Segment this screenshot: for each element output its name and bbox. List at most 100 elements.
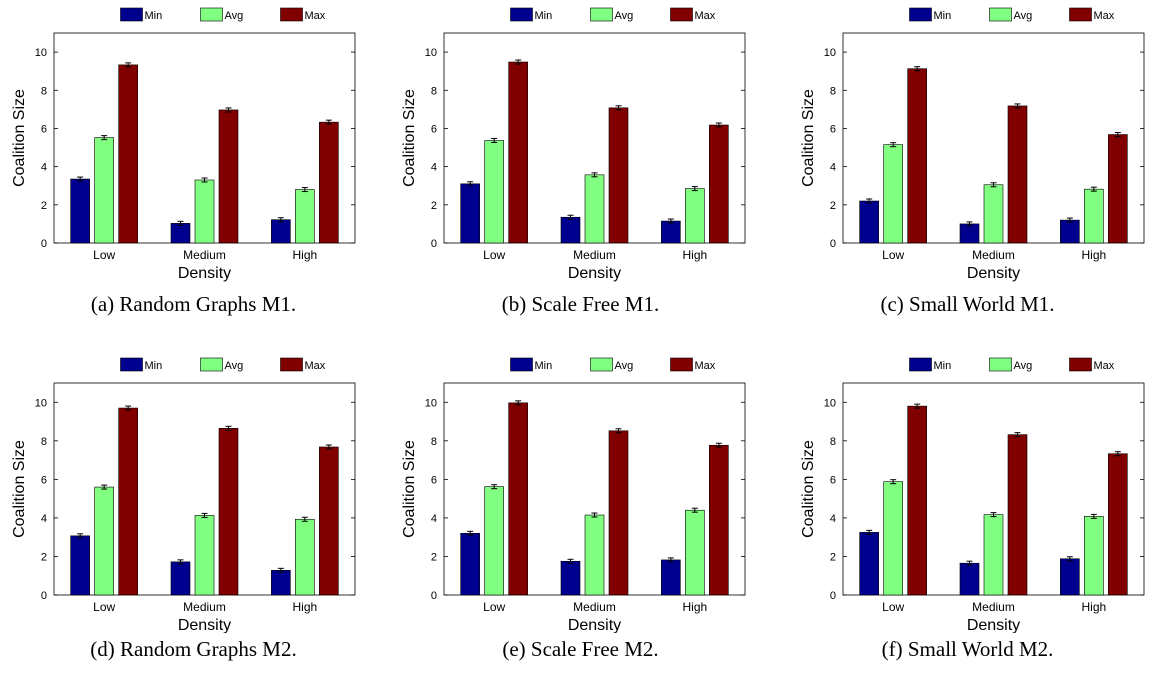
legend-swatch-min (120, 357, 143, 372)
bar-min (460, 183, 480, 244)
bar-chart-d: 0 2 4 6 8 10 Low Medium High Density Coalition Siz… (11, 357, 356, 633)
legend-label-avg: Avg (615, 10, 634, 22)
bar-max (1007, 434, 1028, 596)
x-axis-label: Density (568, 265, 621, 282)
y-tick-label: 8 (431, 85, 437, 97)
legend-label-avg: Avg (1014, 360, 1033, 372)
legend-swatch-min (909, 7, 932, 22)
y-tick-label: 8 (830, 85, 836, 97)
legend-swatch-avg (200, 357, 223, 372)
x-axis-label: Density (178, 617, 231, 633)
bar-max (1108, 134, 1128, 244)
y-tick-label: 8 (431, 436, 437, 448)
y-tick-label: 0 (431, 590, 437, 602)
legend-label-min: Min (145, 360, 163, 372)
caption-f: (f) Small World M2. (881, 637, 1054, 661)
bar-max (608, 107, 629, 244)
legend-label-min: Min (535, 10, 553, 22)
legend-swatch-max (280, 357, 303, 372)
y-tick-label: 4 (41, 513, 47, 525)
x-tick-label: High (1081, 248, 1106, 262)
bar-max (508, 402, 528, 596)
y-tick-label: 10 (425, 47, 437, 59)
bar-max (709, 124, 729, 244)
bar-avg (94, 486, 114, 596)
legend-swatch-avg (989, 357, 1012, 372)
bar-avg (983, 514, 1004, 596)
bar-max (118, 64, 138, 244)
bar-avg (685, 509, 705, 596)
legend-swatch-avg (590, 7, 613, 22)
bar-min (1060, 219, 1080, 244)
x-tick-label: High (292, 600, 317, 614)
y-tick-label: 4 (431, 162, 437, 174)
bar-min (661, 220, 681, 244)
bar-avg (1084, 188, 1104, 244)
x-tick-label: Low (93, 248, 115, 262)
bar-max (118, 407, 138, 596)
x-tick-label: High (1081, 600, 1106, 614)
y-tick-label: 2 (431, 200, 437, 212)
legend-swatch-max (280, 7, 303, 22)
bar-min (560, 216, 581, 244)
y-tick-label: 10 (425, 397, 437, 409)
bar-max (319, 446, 339, 596)
bar-max (1108, 453, 1128, 596)
legend-label-min: Min (145, 10, 163, 22)
bar-avg (295, 189, 315, 244)
x-tick-label: High (682, 248, 707, 262)
bar-avg (194, 515, 215, 596)
y-tick-label: 2 (830, 200, 836, 212)
bar-min (859, 532, 879, 596)
bar-min (460, 533, 480, 596)
legend-swatch-avg (200, 7, 223, 22)
y-axis-label: Coalition Size (401, 440, 418, 538)
bar-max (218, 427, 239, 596)
bar-min (560, 560, 581, 596)
bar-max (608, 430, 629, 596)
bar-min (170, 561, 191, 596)
bar-max (319, 121, 339, 244)
y-tick-label: 0 (41, 238, 47, 250)
bar-min (70, 178, 90, 244)
y-tick-label: 10 (824, 397, 836, 409)
y-tick-label: 6 (830, 123, 836, 135)
y-tick-label: 0 (830, 238, 836, 250)
x-tick-label: Low (882, 248, 904, 262)
x-axis-label: Density (568, 617, 621, 633)
legend-label-min: Min (934, 10, 952, 22)
x-tick-label: Medium (573, 248, 616, 262)
bar-chart-a: 0 2 4 6 8 10 Low Medium High Density Coalition Siz… (11, 7, 356, 282)
chart-panel-b: 0 2 4 6 8 10 Low Medium High Density Coalition Siz… (387, 0, 774, 334)
chart-panel-c: 0 2 4 6 8 10 Low Medium High Density Coalition Siz… (774, 0, 1161, 334)
y-tick-label: 4 (431, 513, 437, 525)
legend-label-max: Max (1094, 10, 1115, 22)
legend-label-max: Max (1094, 360, 1115, 372)
x-axis-label: Density (967, 265, 1020, 282)
chart-panel-e: 0 2 4 6 8 10 Low Medium High Density Coalition Siz… (387, 353, 774, 687)
y-axis-label: Coalition Size (11, 89, 28, 187)
caption-c: (c) Small World M1. (880, 292, 1055, 316)
y-axis-label: Coalition Size (11, 440, 28, 538)
y-tick-label: 6 (41, 474, 47, 486)
bar-min (170, 223, 191, 244)
bar-min (271, 219, 291, 244)
caption-e: (e) Scale Free M2. (502, 637, 659, 661)
bar-avg (484, 486, 504, 596)
bar-avg (983, 184, 1004, 244)
y-tick-label: 10 (35, 47, 47, 59)
legend-label-min: Min (535, 360, 553, 372)
y-tick-label: 8 (41, 436, 47, 448)
y-tick-label: 4 (41, 162, 47, 174)
y-tick-label: 0 (830, 590, 836, 602)
x-tick-label: Low (483, 600, 505, 614)
legend-swatch-max (1069, 7, 1092, 22)
bar-min (859, 200, 879, 244)
bar-avg (685, 188, 705, 244)
legend-swatch-min (120, 7, 143, 22)
y-axis-label: Coalition Size (800, 440, 817, 538)
bar-chart-c: 0 2 4 6 8 10 Low Medium High Density Coalition Siz… (800, 7, 1145, 282)
legend-swatch-avg (590, 357, 613, 372)
y-tick-label: 10 (824, 47, 836, 59)
legend-swatch-min (510, 7, 533, 22)
